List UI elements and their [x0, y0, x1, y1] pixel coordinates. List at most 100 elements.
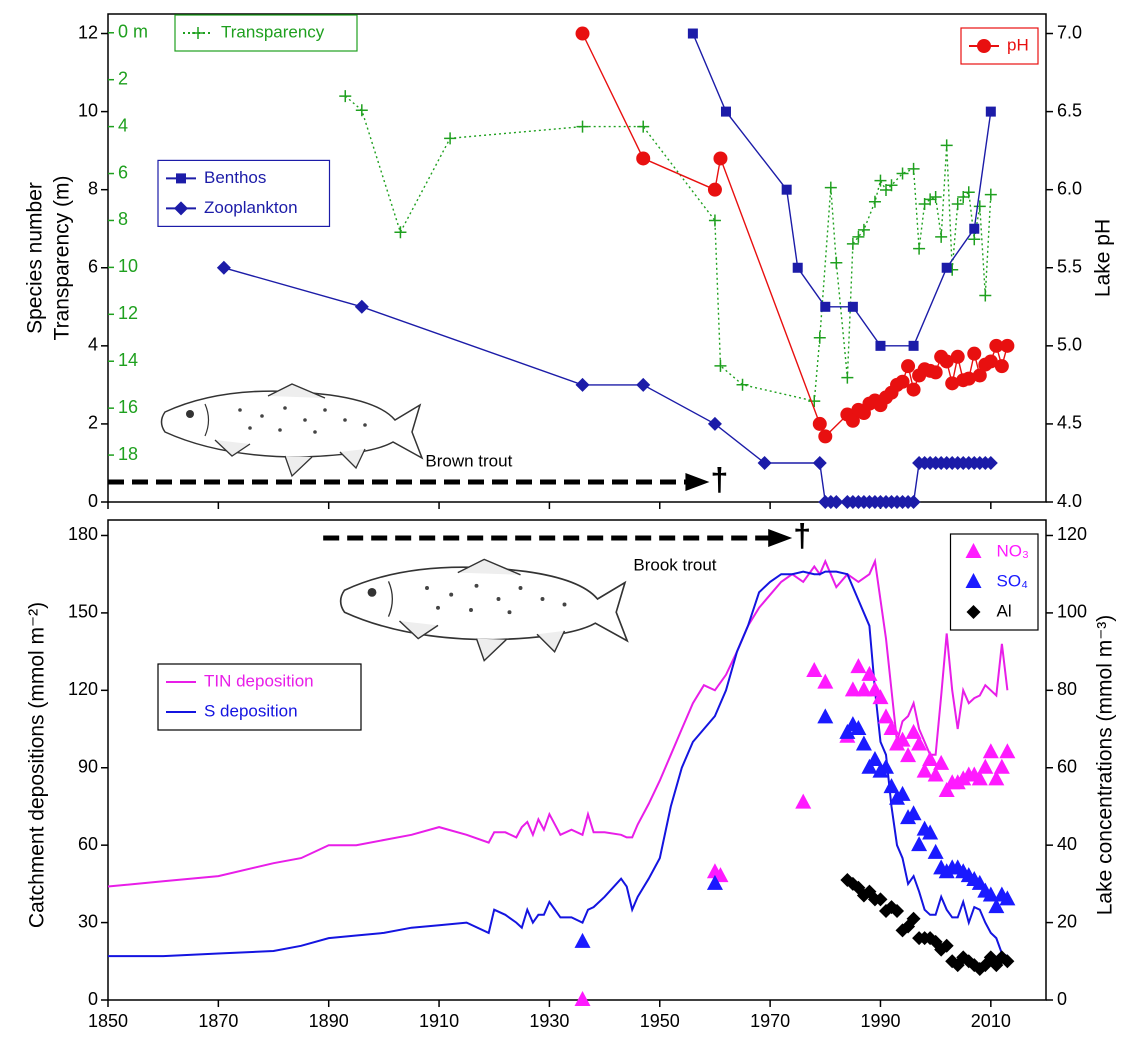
y-axis-label: Catchment depositions (mmol m⁻²): [26, 602, 49, 928]
marker: [901, 359, 916, 374]
x-tick-label: 1950: [640, 1011, 680, 1031]
y-tick-label: 12: [78, 22, 98, 42]
series-line: [108, 570, 1008, 958]
marker: [973, 200, 986, 213]
y-tick-label: 180: [68, 524, 98, 544]
x-tick-label: 1990: [860, 1011, 900, 1031]
marker: [713, 151, 728, 166]
series-line: [107, 557, 1009, 888]
x-tick-label: 2010: [971, 1011, 1011, 1031]
marker: [354, 299, 369, 314]
plot-frame: [107, 519, 1047, 1001]
marker: [637, 120, 650, 133]
y-tick-label: 0: [88, 989, 98, 1009]
marker: [905, 723, 922, 739]
marker: [924, 193, 937, 206]
marker: [985, 106, 996, 117]
legend-label: NO₃: [997, 541, 1029, 560]
x-tick-label: 1910: [419, 1011, 459, 1031]
marker: [951, 198, 964, 211]
marker: [999, 743, 1016, 759]
marker: [908, 340, 919, 351]
marker: [907, 162, 920, 175]
marker: [982, 743, 999, 759]
y2-tick-label: 4.0: [1057, 491, 1082, 511]
y-tick-label: 2: [88, 413, 98, 433]
marker: [575, 377, 590, 392]
marker: [795, 793, 812, 809]
marker: [983, 354, 998, 369]
legend-label: pH: [1007, 35, 1029, 54]
marker: [966, 605, 981, 619]
series-line: [344, 95, 992, 402]
y2-tick-label: 80: [1057, 679, 1077, 699]
marker: [757, 455, 772, 470]
marker: [911, 836, 928, 852]
marker: [687, 28, 698, 39]
marker: [394, 226, 407, 239]
y-tick-label: 6: [88, 257, 98, 277]
marker: [982, 886, 999, 902]
marker: [877, 708, 894, 724]
marker: [874, 174, 887, 187]
arrow-head: [685, 473, 710, 491]
marker: [574, 991, 591, 1006]
y3-tick-label: 18: [118, 444, 138, 464]
legend-label: Zooplankton: [204, 198, 298, 217]
marker: [857, 223, 870, 236]
marker: [706, 874, 723, 890]
marker: [967, 346, 982, 361]
marker: [906, 495, 921, 509]
marker: [971, 770, 988, 786]
marker: [969, 223, 980, 234]
marker: [939, 354, 954, 369]
legend-label: TIN deposition: [204, 671, 314, 690]
y-tick-label: 60: [78, 834, 98, 854]
marker: [192, 27, 204, 39]
marker: [855, 735, 872, 751]
marker: [873, 892, 888, 907]
marker: [720, 106, 731, 117]
marker: [844, 681, 861, 697]
marker: [575, 26, 590, 41]
marker: [994, 359, 1009, 374]
y2-tick-label: 7.0: [1057, 22, 1082, 42]
marker: [895, 374, 910, 389]
y2-axis-label: Lake pH: [1092, 219, 1115, 297]
marker: [839, 723, 856, 739]
x-tick-label: 1930: [529, 1011, 569, 1031]
marker: [216, 260, 231, 275]
marker: [817, 673, 834, 689]
marker: [861, 758, 878, 774]
marker: [868, 195, 881, 208]
marker: [939, 938, 954, 953]
y3-tick-label: 4: [118, 115, 128, 135]
marker: [872, 689, 889, 705]
y-tick-label: 90: [78, 756, 98, 776]
y2-tick-label: 0: [1057, 989, 1067, 1009]
y2-tick-label: 6.5: [1057, 100, 1082, 120]
marker: [989, 338, 1004, 353]
marker: [911, 735, 928, 751]
plot-frame: [107, 13, 1047, 503]
marker: [1000, 338, 1015, 353]
x-tick-label: 1870: [198, 1011, 238, 1031]
y-tick-label: 10: [78, 100, 98, 120]
marker: [890, 903, 905, 918]
marker: [883, 720, 900, 736]
annotation-label: Brook trout: [633, 555, 716, 574]
series-line: [581, 33, 1009, 438]
marker: [576, 120, 589, 133]
legend-label: S deposition: [204, 701, 298, 720]
marker: [906, 911, 921, 926]
marker: [855, 681, 872, 697]
y3-axis-label: Transparency (m): [51, 176, 74, 341]
legend-label: SO₄: [997, 571, 1029, 590]
marker: [636, 377, 651, 392]
y3-tick-label: 14: [118, 350, 138, 370]
marker: [916, 762, 933, 778]
marker: [808, 395, 821, 408]
marker: [988, 898, 1005, 914]
